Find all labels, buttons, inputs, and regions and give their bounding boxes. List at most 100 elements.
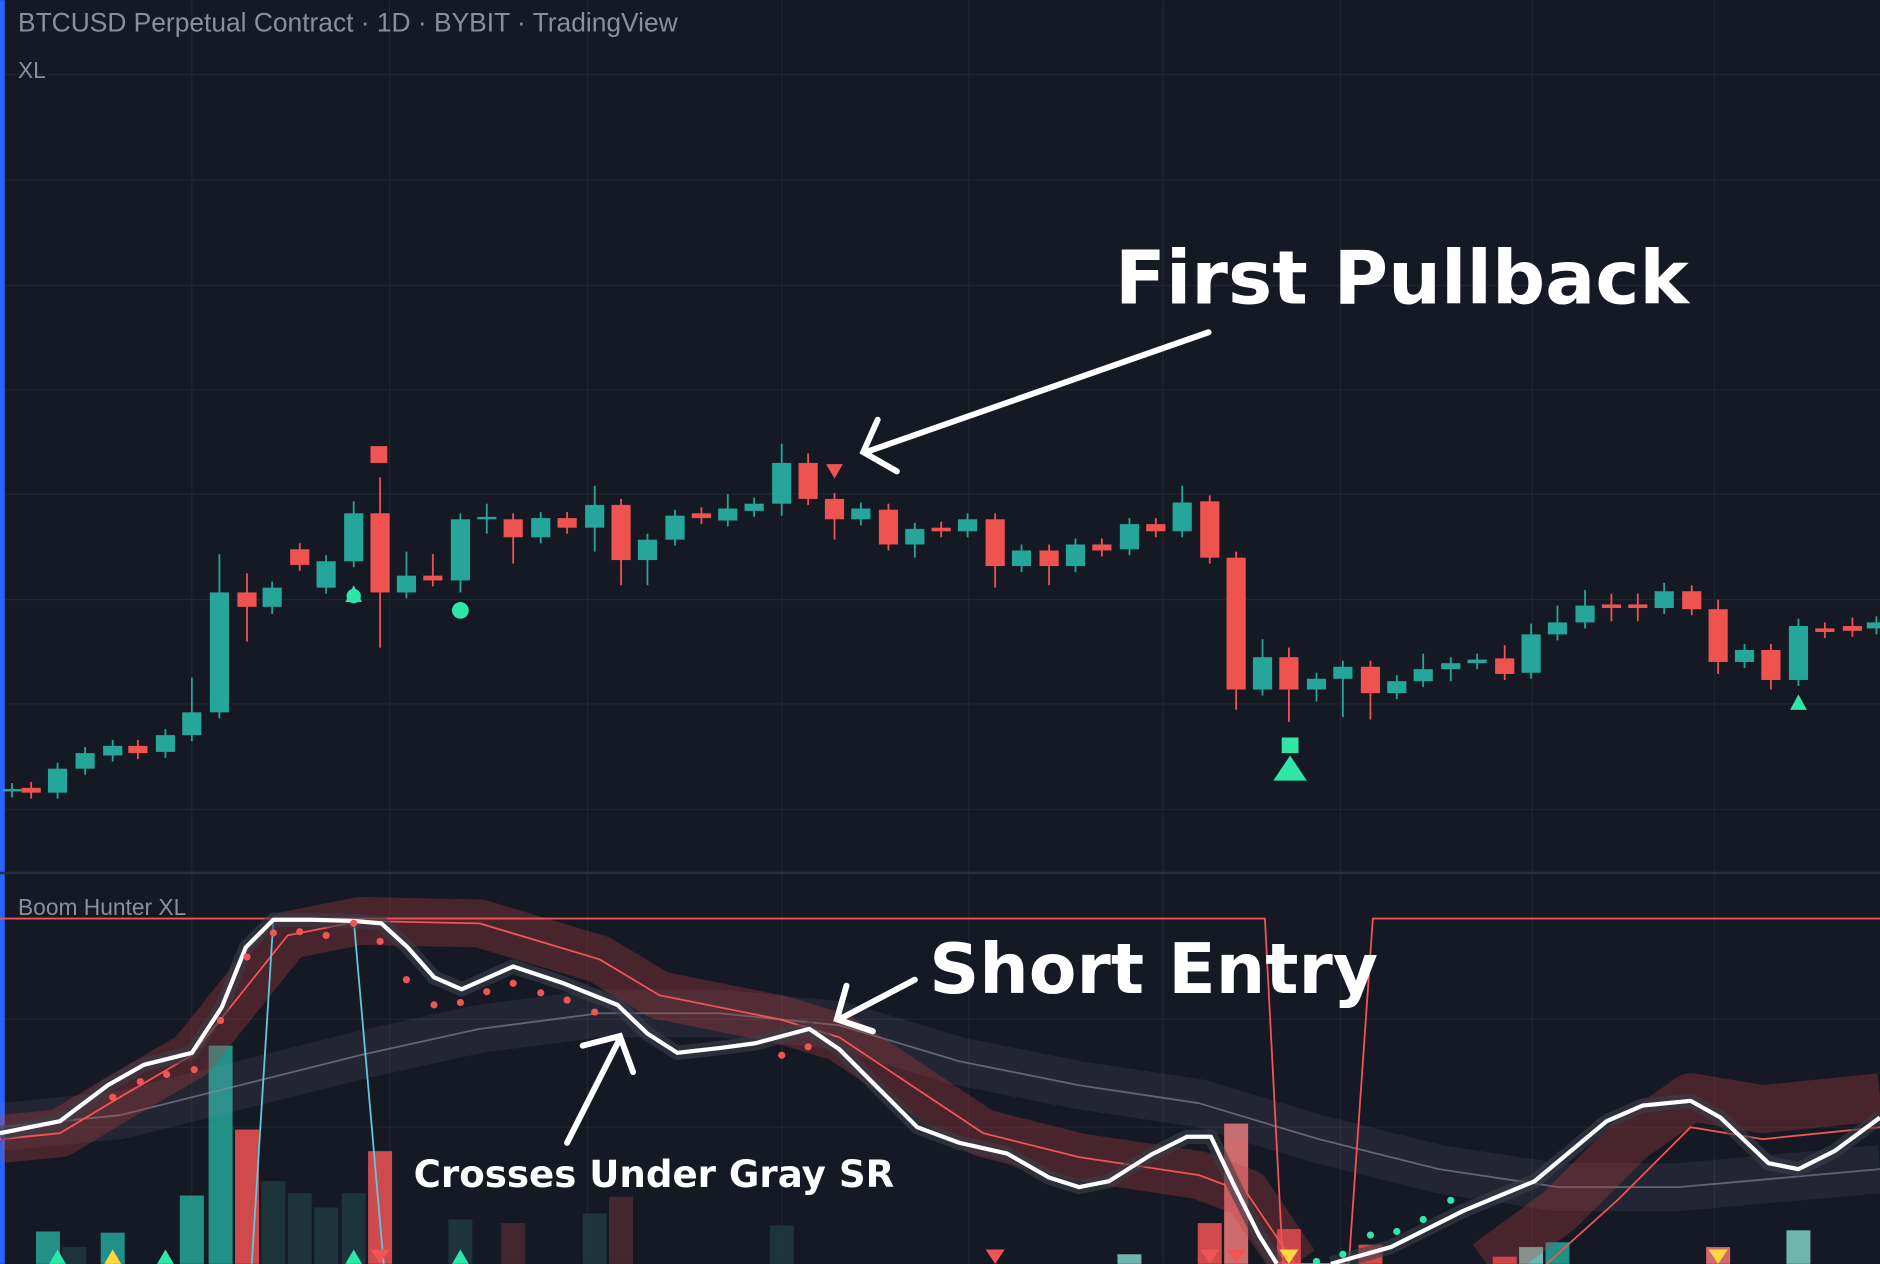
candle-body (905, 528, 925, 545)
dot (217, 1016, 225, 1025)
candle-body (931, 527, 951, 532)
candle-body (851, 508, 871, 520)
candle-body (103, 745, 123, 756)
arrow (836, 976, 918, 1023)
candles (2, 443, 1880, 799)
candle-body (611, 504, 631, 561)
candle-body (2, 789, 22, 792)
dot (1312, 1257, 1321, 1264)
candle-body (477, 516, 497, 520)
candle-body (1039, 550, 1059, 567)
signal-triangle (1273, 755, 1307, 781)
candle-body (1866, 622, 1880, 629)
candle-body (637, 539, 658, 561)
signal-triangle (157, 1249, 174, 1264)
signal-triangle (1279, 1249, 1299, 1264)
histogram-bar (1492, 1256, 1517, 1264)
dot (456, 998, 465, 1007)
candle-body (1495, 658, 1515, 674)
candle-body (47, 768, 68, 793)
dot (509, 979, 517, 987)
candle-body (1734, 649, 1755, 662)
candle-body (1252, 657, 1273, 690)
histogram-bar (1786, 1230, 1811, 1264)
histogram-bar (287, 1193, 312, 1264)
candle-body (1146, 524, 1166, 532)
histogram-bar (179, 1195, 204, 1264)
candle-body (985, 519, 1005, 567)
dot (376, 937, 384, 945)
dot (483, 988, 491, 996)
signal-triangle (104, 1249, 122, 1264)
sr-line (0, 1012, 1880, 1189)
arrow (564, 1035, 623, 1146)
dot (1366, 1231, 1375, 1239)
indicator-title: Boom Hunter XL (18, 894, 186, 920)
signal-triangle (370, 1249, 390, 1264)
candle-body (744, 503, 764, 511)
candle-body (128, 745, 148, 754)
annotation-arrows (564, 329, 1212, 1146)
chart-title: BTCUSD Perpetual Contract · 1D · BYBIT ·… (18, 7, 679, 37)
candle-body (957, 519, 978, 532)
dot (1447, 1196, 1455, 1204)
candle-body (531, 518, 551, 538)
candle-body (1842, 626, 1863, 631)
signal-triangle (452, 1249, 469, 1264)
signal-triangle (49, 1249, 66, 1264)
candle-body (209, 592, 230, 713)
candle-body (1360, 666, 1381, 694)
histogram-bar (208, 1045, 233, 1264)
edge-bar (0, 0, 5, 1264)
candle-body (1387, 681, 1407, 694)
candle-body (237, 592, 257, 607)
histogram-bar (501, 1223, 526, 1264)
dot (109, 1093, 117, 1101)
signal-square (1281, 737, 1299, 754)
candle-body (1708, 609, 1728, 662)
signal-line (0, 917, 1279, 1264)
candle-body (423, 575, 443, 581)
candle-body (1628, 604, 1648, 609)
candle-body (1521, 634, 1541, 673)
candle-body (1815, 628, 1835, 632)
dot (136, 1078, 144, 1086)
histogram-bar (582, 1213, 607, 1264)
candle-body (1119, 524, 1140, 550)
signal-triangle (1226, 1249, 1246, 1264)
arrow-head (833, 982, 876, 1035)
dot (350, 919, 358, 927)
signal-square (370, 446, 388, 463)
annotation: Crosses Under Gray SR (414, 1153, 895, 1196)
candle-body (370, 513, 390, 593)
candle-body (1467, 659, 1487, 664)
dot (563, 996, 571, 1004)
dot (402, 976, 411, 984)
dot (804, 1043, 812, 1051)
candle-body (878, 509, 899, 545)
histogram-bar (1117, 1254, 1142, 1264)
candle-body (798, 462, 818, 499)
dot (537, 989, 545, 997)
candle-body (1761, 649, 1781, 680)
candle-body (316, 561, 336, 588)
candle-body (718, 508, 738, 521)
trend-band (1472, 1073, 1880, 1264)
candle-body (155, 735, 176, 752)
candle-body (396, 575, 417, 593)
arrow (862, 329, 1212, 456)
candle-body (1226, 557, 1246, 690)
candle-body (75, 753, 95, 769)
dot (163, 1070, 171, 1079)
dot (430, 1001, 438, 1009)
candle-body (824, 498, 845, 520)
candle-body (1306, 678, 1327, 690)
arrow-head (859, 416, 900, 475)
candle-body (344, 513, 364, 562)
histogram-bar (235, 1129, 259, 1264)
candle-body (290, 549, 310, 565)
signal-dot (346, 588, 361, 604)
signal-triangle (1200, 1249, 1220, 1264)
